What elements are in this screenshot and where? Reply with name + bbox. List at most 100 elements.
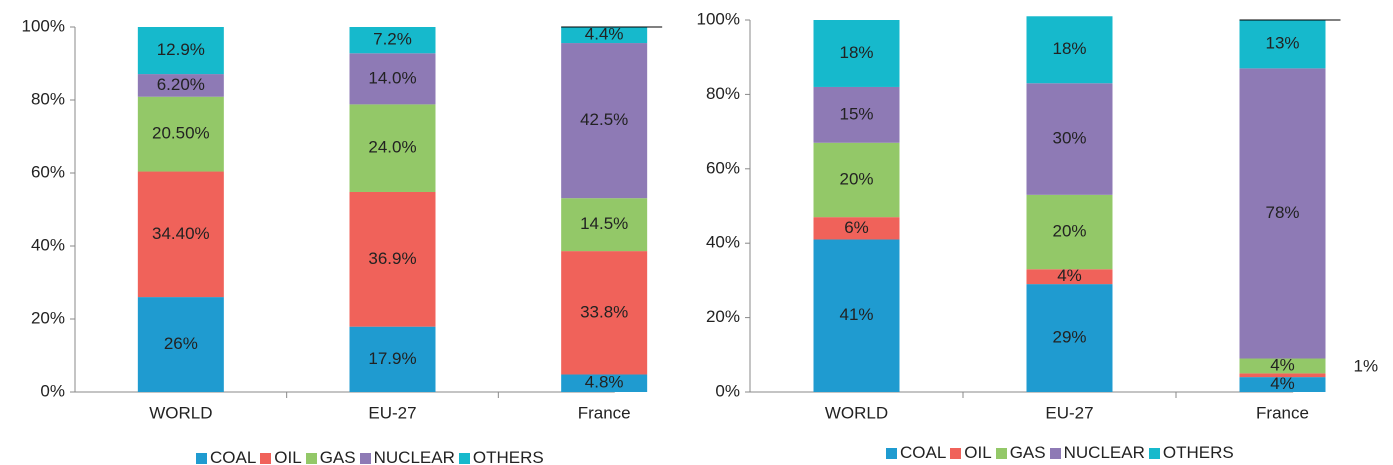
bar-segment [1026,16,1113,84]
legend-item: OIL [950,443,992,463]
data-label: 20.50% [152,124,210,143]
y-tick-label: 80% [31,89,65,108]
y-tick-label: 100% [22,16,65,35]
data-label: 26% [164,334,198,353]
legend-item: OTHERS [1148,443,1234,463]
bar-segment [1026,194,1113,270]
bar-segment [137,171,224,298]
bar-segment [349,104,436,192]
bar-segment [1026,83,1113,195]
x-tick-label: France [578,403,631,422]
data-label: 6% [844,218,869,237]
legend-label: COAL [210,448,257,465]
data-label: 18% [1052,39,1086,58]
data-label: 4% [1270,374,1295,393]
bar-segment [1239,373,1326,378]
data-label: 6.20% [157,75,205,94]
legend-swatch [1049,447,1061,459]
data-label: 33.8% [580,302,628,321]
bar-segment [1239,377,1326,392]
data-label: 4% [1270,355,1295,374]
legend-swatch [1148,447,1160,459]
bar-segment [813,142,900,218]
data-label: 18% [839,43,873,62]
legend-item: NUCLEAR [1049,443,1145,463]
legend-swatch [260,452,272,464]
data-label: 17.9% [368,349,416,368]
data-label: 24.0% [368,138,416,157]
bar-segment [561,251,648,375]
bar-segment [349,27,436,54]
legend-label: GAS [1009,443,1046,462]
bar-segment [561,198,648,252]
data-label: 20% [839,169,873,188]
y-tick-label: 0% [40,381,65,400]
bar-segment [561,27,648,44]
data-label: 1% [1354,357,1379,376]
legend-swatch [359,452,371,464]
legend-swatch [196,452,207,464]
legend-item: COAL [886,443,946,463]
legend-swatch [995,447,1007,459]
legend-item: OTHERS [458,448,544,465]
bar-segment [813,239,900,392]
data-label: 42.5% [580,110,628,129]
x-tick-label: EU-27 [368,403,416,422]
data-label: 13% [1265,34,1299,53]
y-tick-label: 40% [31,235,65,254]
legend-swatch [458,452,470,464]
data-label: 7.2% [373,30,412,49]
data-label: 4.4% [585,25,624,44]
bar-segment [1239,68,1326,359]
data-label: 41% [839,305,873,324]
bar-segment [349,326,436,392]
data-label: 14.5% [580,214,628,233]
bar-segment [137,27,224,75]
legend-label: OTHERS [472,448,544,465]
bar-segment [137,297,224,392]
y-tick-label: 60% [31,162,65,181]
legend-label: GAS [319,448,356,465]
y-tick-label: 40% [706,233,740,252]
bar-segment [813,20,900,87]
legend-item: NUCLEAR [359,448,455,465]
bar-segment [137,74,224,97]
y-tick-label: 0% [715,381,740,400]
data-label: 12.9% [157,40,205,59]
legend-item: GAS [995,443,1046,463]
legend-label: NUCLEAR [1063,443,1145,462]
bar-segment [561,43,648,199]
data-label: 29% [1052,328,1086,347]
data-label: 20% [1052,222,1086,241]
legend-label: COAL [900,443,947,462]
bar-segment [349,191,436,327]
bar-segment [1026,284,1113,392]
bar-segment [561,374,648,392]
legend-label: OTHERS [1162,443,1234,462]
data-label: 30% [1052,129,1086,148]
legend-swatch [886,447,897,459]
data-label: 4% [1057,266,1082,285]
legend-label: NUCLEAR [373,448,455,465]
y-tick-label: 80% [706,84,740,103]
legend-swatch [950,447,962,459]
legend: COAL OIL GAS NUCLEAR OTHERS [196,448,544,465]
bar-segment [813,86,900,143]
legend-item: COAL [196,448,256,465]
data-label: 34.40% [152,224,210,243]
bar-segment [1239,20,1326,69]
y-tick-label: 60% [706,158,740,177]
bar-segment [349,53,436,105]
data-label: 15% [839,104,873,123]
bar-segment [1026,269,1113,285]
legend-swatch [305,452,317,464]
legend-item: OIL [260,448,302,465]
bar-segment [1239,358,1326,374]
legend-label: OIL [274,448,302,465]
x-tick-label: WORLD [149,403,212,422]
data-label: 36.9% [368,249,416,268]
y-tick-label: 20% [31,308,65,327]
data-label: 4.8% [585,373,624,392]
